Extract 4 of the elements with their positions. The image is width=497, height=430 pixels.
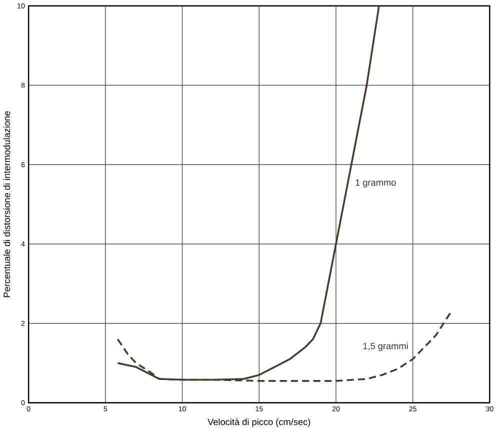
y-axis-title: Percentuale di distorsione di intermodulazione	[3, 111, 10, 297]
series-label: 1 grammo	[356, 179, 396, 188]
series-label: 1,5 grammi	[363, 342, 408, 351]
x-axis-title: Velocità di picco (cm/sec)	[208, 418, 310, 427]
